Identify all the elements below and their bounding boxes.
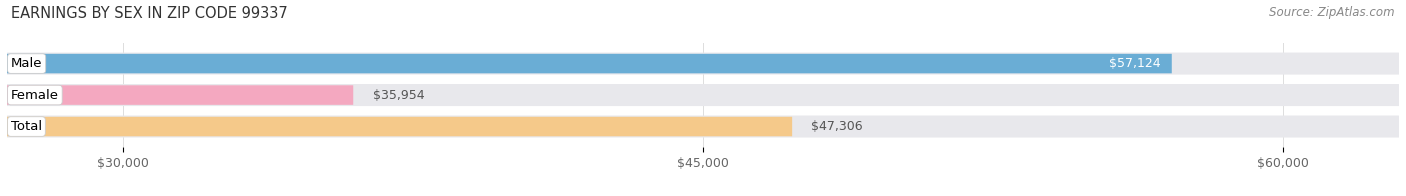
Text: Female: Female	[11, 89, 59, 102]
FancyBboxPatch shape	[7, 54, 1171, 73]
FancyBboxPatch shape	[7, 85, 353, 105]
Text: $35,954: $35,954	[373, 89, 425, 102]
Text: Male: Male	[11, 57, 42, 70]
Text: $47,306: $47,306	[811, 120, 863, 133]
FancyBboxPatch shape	[7, 115, 1399, 138]
Text: Total: Total	[11, 120, 42, 133]
Text: Source: ZipAtlas.com: Source: ZipAtlas.com	[1270, 6, 1395, 19]
FancyBboxPatch shape	[7, 53, 1399, 75]
Text: EARNINGS BY SEX IN ZIP CODE 99337: EARNINGS BY SEX IN ZIP CODE 99337	[11, 6, 288, 21]
FancyBboxPatch shape	[7, 117, 792, 136]
FancyBboxPatch shape	[7, 84, 1399, 106]
Text: $57,124: $57,124	[1108, 57, 1160, 70]
